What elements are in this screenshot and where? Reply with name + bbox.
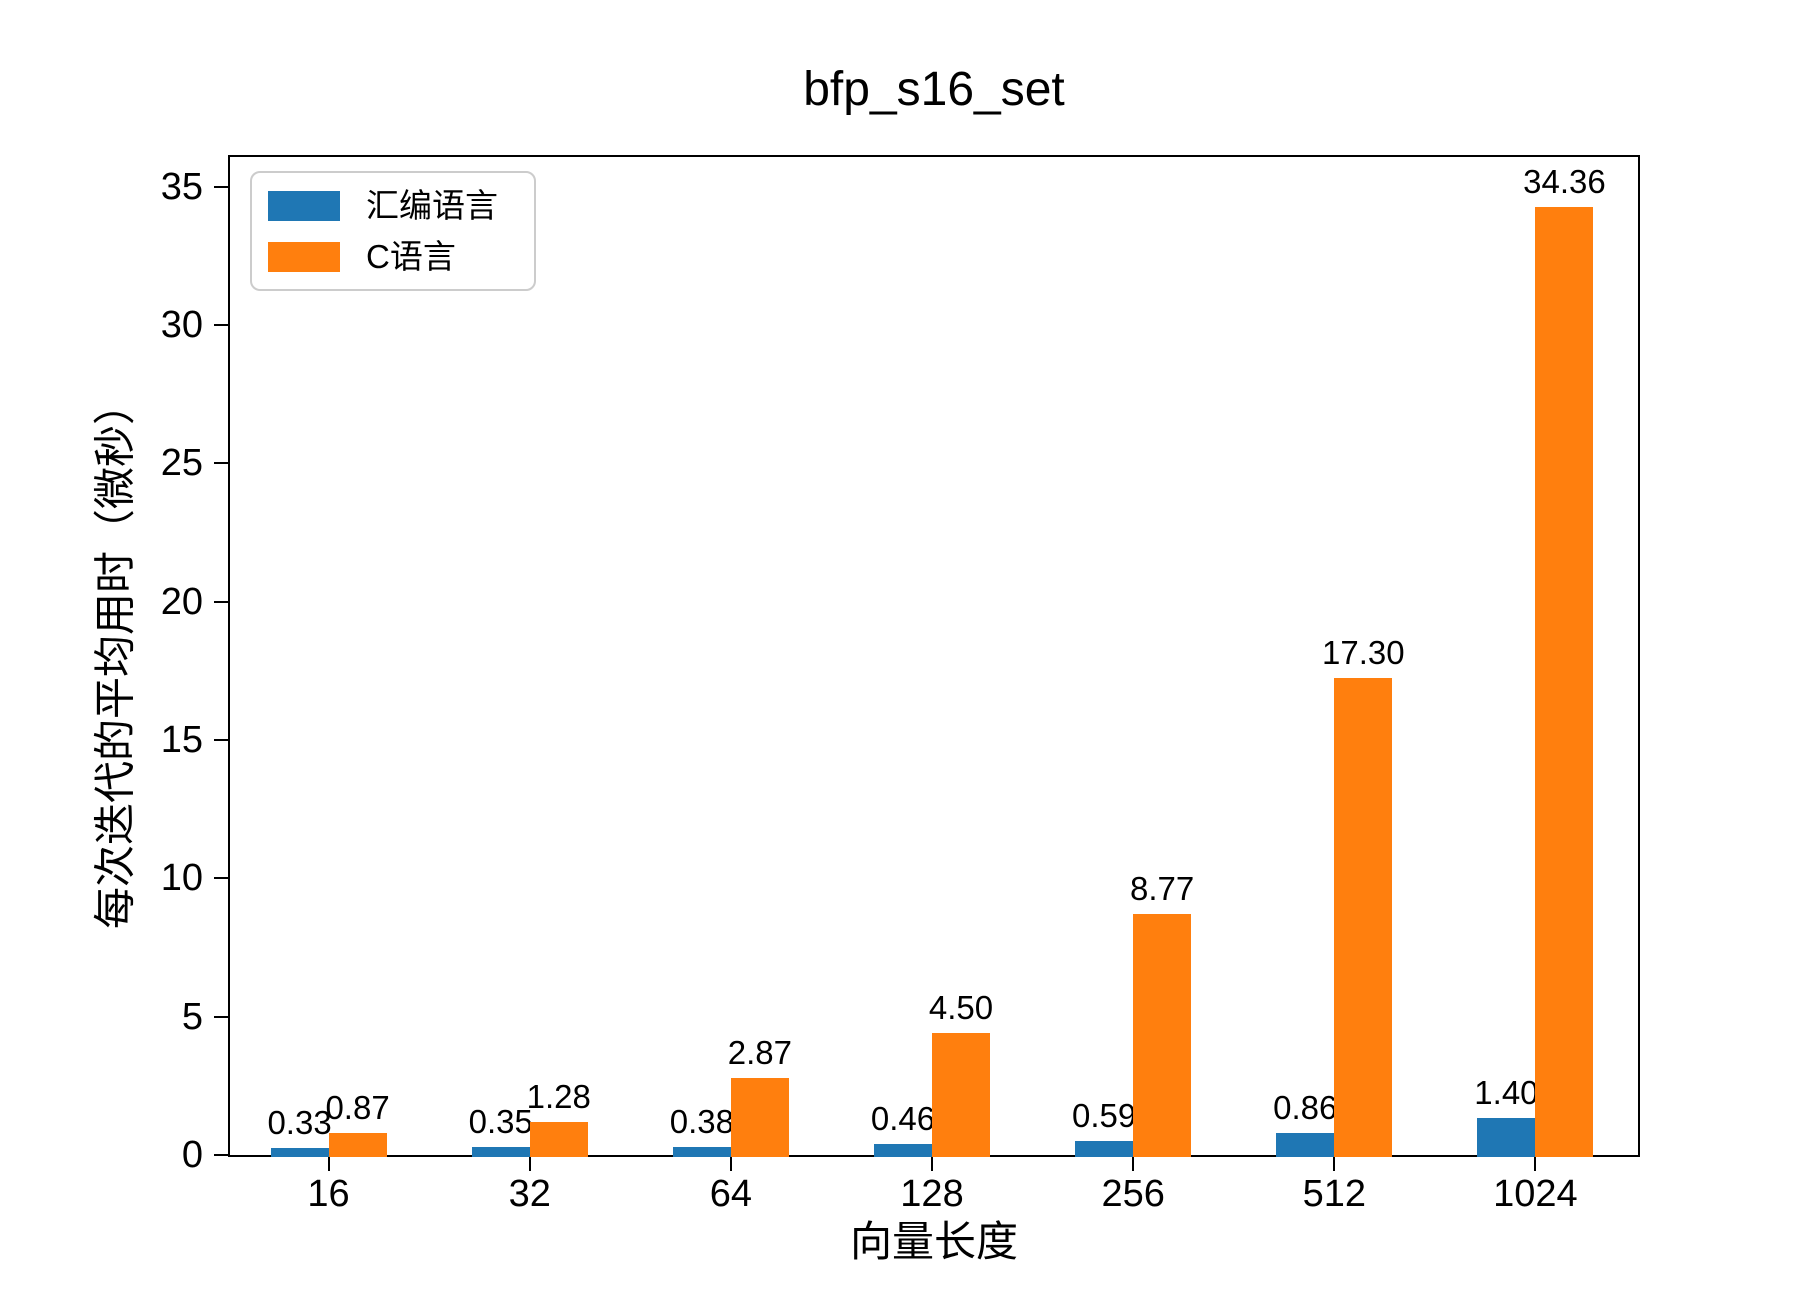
legend-label: C语言	[366, 238, 456, 275]
bar-C语言-512	[1334, 678, 1393, 1157]
x-tick-mark	[931, 1157, 933, 1171]
y-tick-mark	[214, 739, 228, 742]
y-tick-mark	[214, 1154, 228, 1156]
y-tick-mark	[214, 600, 228, 603]
x-tick-mark	[729, 1157, 732, 1171]
bar-value-label: 4.50	[928, 988, 994, 1026]
bar-汇编语言-128	[874, 1144, 932, 1157]
y-tick-label: 25	[160, 442, 203, 485]
legend-swatch-icon	[268, 190, 340, 221]
y-tick-mark	[214, 877, 228, 880]
bar-汇编语言-1024	[1477, 1118, 1536, 1157]
y-tick-mark	[214, 462, 228, 465]
bar-value-label: 2.87	[727, 1033, 792, 1071]
x-tick-mark	[1534, 1157, 1537, 1171]
plot-area: 0 5 10 15 20 25 30 35 16 32 64 128 256 512 1024 0.33 0.3…	[161, 155, 1640, 1213]
bar-value-label: 8.77	[1130, 870, 1195, 908]
bar-C语言-1024	[1535, 206, 1594, 1157]
legend-label: 汇编语言	[366, 187, 498, 224]
x-tick-label: 64	[709, 1173, 752, 1215]
y-tick-mark	[214, 324, 228, 327]
y-tick-mark	[214, 1015, 228, 1018]
y-tick-label: 15	[160, 719, 203, 762]
bar-value-label: 0.86	[1273, 1089, 1338, 1127]
bar-value-label: 17.30	[1321, 634, 1405, 672]
y-tick-label: 5	[181, 995, 203, 1038]
bar-C语言-16	[328, 1132, 387, 1157]
bar-C语言-256	[1133, 914, 1192, 1157]
bar-C语言-32	[529, 1121, 588, 1157]
bar-汇编语言-512	[1276, 1133, 1335, 1157]
bar-value-label: 0.35	[468, 1103, 533, 1141]
x-tick-mark	[1132, 1157, 1135, 1171]
x-tick-label: 1024	[1493, 1173, 1578, 1215]
x-tick-label: 512	[1302, 1173, 1366, 1215]
y-tick-label: 20	[160, 580, 203, 623]
legend-swatch-icon	[268, 241, 340, 272]
legend-item: C语言	[268, 240, 498, 273]
bar-value-label: 1.40	[1474, 1074, 1539, 1112]
legend-item: 汇编语言	[268, 189, 498, 222]
chart-title: bfp_s16_set	[803, 63, 1065, 116]
y-tick-label: 0	[181, 1134, 203, 1176]
x-tick-label: 128	[900, 1173, 964, 1215]
x-tick-label: 32	[508, 1173, 551, 1215]
bar-汇编语言-16	[270, 1147, 329, 1157]
x-tick-mark	[1333, 1157, 1336, 1171]
bar-C语言-64	[730, 1077, 789, 1157]
x-tick-label: 256	[1101, 1173, 1165, 1215]
bar-汇编语言-32	[471, 1147, 530, 1157]
x-tick-mark	[327, 1157, 330, 1171]
bar-汇编语言-64	[672, 1146, 731, 1157]
y-tick-mark	[214, 185, 228, 188]
y-tick-label: 10	[160, 857, 203, 900]
bar-value-label: 0.38	[669, 1102, 734, 1140]
bar-汇编语言-256	[1075, 1140, 1134, 1157]
bar-value-label: 0.33	[267, 1103, 332, 1141]
bar-value-label: 0.59	[1072, 1096, 1137, 1134]
bar-value-label: 0.46	[870, 1100, 936, 1138]
bar-C语言-128	[932, 1032, 990, 1157]
bar-value-label: 0.87	[325, 1088, 390, 1126]
bar-value-label: 34.36	[1523, 162, 1606, 200]
x-tick-label: 16	[307, 1173, 350, 1215]
bar-value-label: 1.28	[526, 1077, 591, 1115]
y-tick-label: 30	[160, 304, 203, 347]
x-axis-label: 向量长度	[849, 1218, 1018, 1265]
x-tick-mark	[528, 1157, 531, 1171]
legend: 汇编语言 C语言	[250, 171, 536, 291]
y-tick-label: 35	[160, 165, 203, 208]
